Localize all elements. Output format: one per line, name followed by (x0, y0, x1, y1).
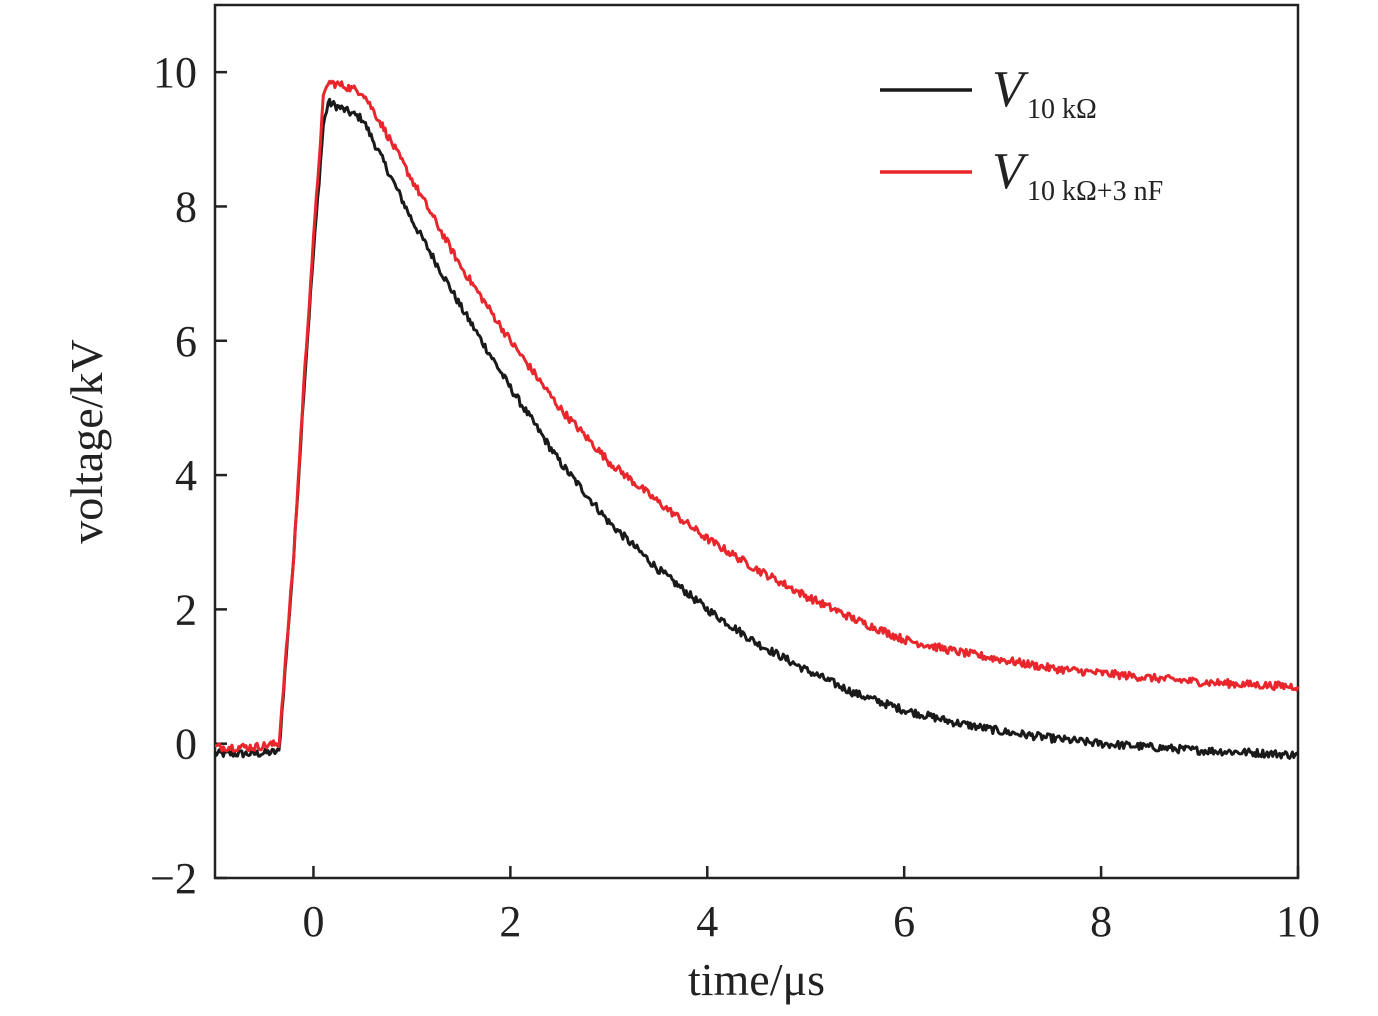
legend-sublabel-1: 10 kΩ+3 nF (1027, 176, 1163, 207)
series-line-0 (213, 97, 1300, 760)
x-tick-label-0: 0 (302, 897, 324, 946)
x-axis-title: time/μs (688, 954, 825, 1005)
legend: V 10 kΩV 10 kΩ+3 nF (880, 61, 1163, 207)
legend-label-0: V (992, 61, 1029, 118)
y-tick-label-5: 8 (175, 182, 197, 231)
legend-label-1: V (992, 143, 1029, 200)
x-tick-label-3: 6 (893, 897, 915, 946)
x-tick-label-5: 10 (1276, 897, 1320, 946)
series-line-1 (214, 79, 1300, 753)
x-tick-label-1: 2 (499, 897, 521, 946)
y-tick-label-1: 0 (175, 720, 197, 769)
y-axis-title: voltage/kV (61, 339, 112, 543)
axis-ticks: 0 2 4 6 8 10 −2 0 2 4 6 8 10 (150, 48, 1320, 946)
plot-frame (213, 3, 1300, 880)
x-tick-label-4: 8 (1090, 897, 1112, 946)
y-tick-label-2: 2 (175, 585, 197, 634)
x-tick-label-2: 4 (696, 897, 718, 946)
y-tick-label-0: −2 (150, 854, 197, 903)
y-tick-label-4: 6 (175, 317, 197, 366)
y-tick-label-3: 4 (175, 451, 197, 500)
series-layer (213, 79, 1300, 760)
legend-sublabel-0: 10 kΩ (1027, 94, 1097, 125)
y-tick-label-6: 10 (153, 48, 197, 97)
